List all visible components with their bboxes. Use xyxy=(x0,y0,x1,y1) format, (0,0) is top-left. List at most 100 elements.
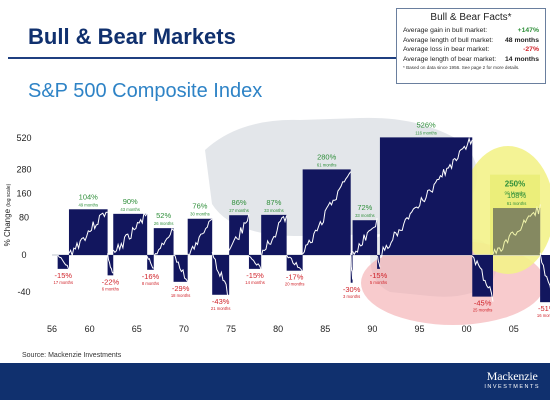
chart-labels: 250% 90 Months 104%49 months 90%43 months 52… xyxy=(54,120,550,318)
bull-market-bar xyxy=(302,169,351,255)
fact-label: Average gain in bull market: xyxy=(403,27,488,34)
bear-percent-label: -16% xyxy=(142,272,160,281)
index-line xyxy=(350,253,354,280)
index-line xyxy=(377,255,381,268)
index-line xyxy=(539,252,550,289)
index-line xyxy=(379,136,473,258)
bull-duration-label: 27 months xyxy=(229,208,249,213)
y-tick-label: 520 xyxy=(16,133,31,143)
source-note: Source: Mackenzie Investments xyxy=(22,352,122,359)
bear-duration-label: 25 months xyxy=(473,308,493,313)
bear-percent-label: -17% xyxy=(286,273,304,282)
bull-market-bar xyxy=(261,214,287,255)
index-line xyxy=(260,215,288,258)
fact-value: -27% xyxy=(523,46,539,53)
bear-duration-label: 21 months xyxy=(211,306,231,311)
fact-row: Average loss in bear market: -27% xyxy=(397,45,545,55)
x-tick-label: 65 xyxy=(132,324,142,334)
bear-duration-label: 16 months xyxy=(537,313,550,318)
bull-percent-label: 104% xyxy=(79,192,99,201)
x-tick-label: 60 xyxy=(85,324,95,334)
index-line xyxy=(107,253,114,274)
bear-duration-label: 8 months xyxy=(142,281,159,286)
index-line xyxy=(471,255,494,302)
bear-duration-label: 14 months xyxy=(245,280,265,285)
y-tick-label: 0 xyxy=(21,250,26,260)
bull-percent-label: 108% xyxy=(507,191,527,200)
footer-bar: Mackenzie INVESTMENTS xyxy=(0,363,550,400)
y-axis-scale-note: (log scale) xyxy=(6,183,12,206)
bear-percent-label: -15% xyxy=(246,271,264,280)
index-line xyxy=(302,171,352,255)
chart-axes: -40 0 80 160 280 520 % Change (log scale) 56 60 6… xyxy=(3,133,519,334)
index-line xyxy=(352,218,378,256)
bull-duration-label: 61 months xyxy=(317,162,337,167)
page-title: Bull & Bear Markets xyxy=(28,24,236,49)
y-axis-label: % Change xyxy=(3,207,12,247)
index-line xyxy=(248,255,262,271)
fact-row: Average gain in bull market: +147% xyxy=(397,26,545,36)
bull-percent-label: 76% xyxy=(192,202,207,211)
bull-percent-label: 72% xyxy=(357,203,372,212)
bear-percent-label: -45% xyxy=(474,299,492,308)
bull-market-bar xyxy=(113,213,148,255)
chart-subtitle: S&P 500 Composite Index xyxy=(28,80,263,102)
bull-duration-label: 61 months xyxy=(507,201,527,206)
x-tick-label: 56 xyxy=(47,324,57,334)
index-line xyxy=(228,213,250,251)
fact-label: Average length of bear market: xyxy=(403,55,497,63)
fact-value: 14 months xyxy=(505,55,539,63)
chart-bars xyxy=(57,136,550,303)
bull-duration-label: 49 months xyxy=(78,202,98,207)
y-tick-label: 80 xyxy=(19,212,29,222)
bull-percent-label: 52% xyxy=(156,211,171,220)
forecast-bar xyxy=(490,174,540,255)
bull-percent-label: 280% xyxy=(317,152,337,161)
bear-duration-label: 5 months xyxy=(370,280,387,285)
bull-percent-label: 526% xyxy=(417,120,437,129)
bear-percent-label: -51% xyxy=(538,304,550,313)
bear-percent-label: -29% xyxy=(172,284,190,293)
bull-bear-facts-box: Bull & Bear Facts* Average gain in bull … xyxy=(396,8,546,84)
index-line xyxy=(211,251,230,299)
x-tick-label: 85 xyxy=(320,324,330,334)
index-line xyxy=(112,211,148,254)
bull-duration-label: 33 months xyxy=(264,208,284,213)
y-axis-title: % Change (log scale) xyxy=(3,183,12,246)
bull-duration-label: 26 months xyxy=(154,221,174,226)
bull-duration-label: 30 months xyxy=(190,212,210,217)
bear-market-bar xyxy=(540,255,550,303)
x-tick-label: 95 xyxy=(414,324,424,334)
bear-duration-label: 20 months xyxy=(285,282,305,287)
x-tick-label: 80 xyxy=(273,324,283,334)
x-tick-label: 75 xyxy=(226,324,236,334)
x-tick-label: 70 xyxy=(179,324,189,334)
index-line xyxy=(57,254,70,271)
index-line xyxy=(68,211,108,258)
bear-percent-label: -22% xyxy=(102,277,120,286)
x-tick-label: 00 xyxy=(462,324,472,334)
bear-percent-label: -15% xyxy=(55,271,73,280)
bull-percent-label: 90% xyxy=(123,197,138,206)
logo-wordmark: Mackenzie xyxy=(486,369,538,383)
bear-percent-label: -15% xyxy=(370,271,388,280)
fact-value: 48 months xyxy=(505,36,539,44)
index-line xyxy=(187,218,213,257)
x-tick-label: 90 xyxy=(367,324,377,334)
bear-market-bar xyxy=(286,255,303,271)
fact-value: +147% xyxy=(517,27,539,34)
bear-duration-label: 18 months xyxy=(171,293,191,298)
facts-footnote: * Based on data since 1956. See page 2 f… xyxy=(403,65,520,70)
y-tick-label: 280 xyxy=(16,164,31,174)
bear-duration-label: 17 months xyxy=(54,280,74,285)
bull-percent-label: 87% xyxy=(266,198,281,207)
bull-duration-label: 116 months xyxy=(415,130,437,135)
y-tick-label: -40 xyxy=(17,287,30,297)
index-line xyxy=(286,254,304,273)
bull-duration-label: 33 months xyxy=(355,213,375,218)
forecast-percent-label: 250% xyxy=(505,180,525,189)
bear-duration-label: 3 months xyxy=(343,294,360,299)
facts-title: Bull & Bear Facts* xyxy=(430,12,512,23)
forecast-duration-label: 90 Months xyxy=(504,191,526,196)
